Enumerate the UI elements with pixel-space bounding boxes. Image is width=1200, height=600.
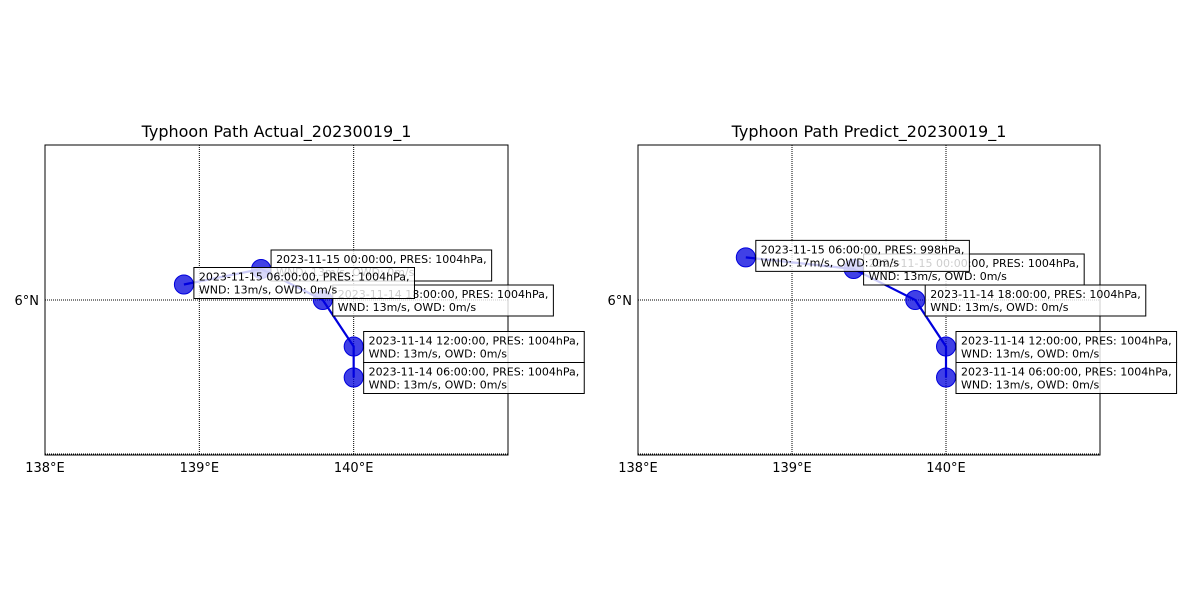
annotation-line-1: 2023-11-15 00:00:00, PRES: 1004hPa, bbox=[276, 253, 487, 266]
map-panel-actual: Typhoon Path Actual_20230019_1 138°E 139°E… bbox=[15, 122, 585, 476]
annotation-line-1: 2023-11-14 06:00:00, PRES: 1004hPa, bbox=[961, 366, 1172, 379]
latitude-tick-label: 6°N bbox=[15, 294, 40, 309]
longitude-tick-label: 138°E bbox=[25, 461, 65, 476]
track-point-marker[interactable] bbox=[936, 367, 956, 388]
annotation-line-2: WND: 13m/s, OWD: 0m/s bbox=[961, 379, 1100, 392]
annotation-line-2: WND: 13m/s, OWD: 0m/s bbox=[930, 301, 1069, 314]
annotation-line-2: WND: 13m/s, OWD: 0m/s bbox=[199, 284, 338, 297]
track-point-annotation: 2023-11-15 06:00:00, PRES: 1004hPa,WND: … bbox=[193, 267, 415, 299]
track-point-marker[interactable] bbox=[343, 336, 364, 357]
track-point-annotation: 2023-11-14 06:00:00, PRES: 1004hPa,WND: … bbox=[955, 362, 1178, 394]
annotation-line-2: WND: 13m/s, OWD: 0m/s bbox=[369, 348, 508, 361]
annotation-line-1: 2023-11-14 12:00:00, PRES: 1004hPa, bbox=[369, 335, 580, 348]
annotation-box bbox=[955, 331, 1178, 363]
annotation-line-2: WND: 13m/s, OWD: 0m/s bbox=[961, 348, 1100, 361]
track-point-annotation: 2023-11-14 18:00:00, PRES: 1004hPa,WND: … bbox=[924, 284, 1147, 317]
track-point-marker[interactable] bbox=[173, 274, 194, 295]
annotation-line-1: 2023-11-14 06:00:00, PRES: 1004hPa, bbox=[369, 366, 580, 379]
track-point-marker[interactable] bbox=[905, 290, 926, 310]
longitude-tick-label: 139°E bbox=[772, 461, 812, 476]
track-point-marker[interactable] bbox=[735, 247, 756, 268]
track-point-marker[interactable] bbox=[936, 336, 956, 357]
map-title: Typhoon Path Predict_20230019_1 bbox=[731, 122, 1007, 142]
longitude-tick-label: 139°E bbox=[180, 461, 220, 476]
longitude-tick-label: 140°E bbox=[334, 461, 374, 476]
annotation-line-1: 2023-11-15 06:00:00, PRES: 998hPa, bbox=[761, 243, 965, 256]
annotation-line-2: WND: 13m/s, OWD: 0m/s bbox=[369, 379, 508, 392]
map-panel-predict: Typhoon Path Predict_20230019_1 138°E 139°… bbox=[608, 122, 1178, 476]
longitude-tick-label: 140°E bbox=[926, 461, 966, 476]
track-point-annotation: 2023-11-15 06:00:00, PRES: 998hPa,WND: 1… bbox=[755, 239, 970, 272]
annotation-box bbox=[332, 284, 554, 317]
track-point-marker[interactable] bbox=[343, 367, 364, 388]
annotation-box bbox=[363, 331, 585, 363]
track-point-annotation: 2023-11-14 12:00:00, PRES: 1004hPa,WND: … bbox=[363, 331, 585, 363]
annotation-line-1: 2023-11-14 18:00:00, PRES: 1004hPa, bbox=[930, 288, 1141, 301]
track-point-annotation: 2023-11-14 06:00:00, PRES: 1004hPa,WND: … bbox=[363, 362, 585, 394]
annotation-line-1: 2023-11-15 06:00:00, PRES: 1004hPa, bbox=[199, 271, 410, 284]
annotation-box bbox=[193, 267, 415, 299]
annotation-line-2: WND: 17m/s, OWD: 0m/s bbox=[761, 256, 900, 269]
longitude-tick-label: 138°E bbox=[618, 461, 658, 476]
map-title: Typhoon Path Actual_20230019_1 bbox=[141, 122, 412, 142]
annotation-line-2: WND: 13m/s, OWD: 0m/s bbox=[338, 301, 477, 314]
track-point-annotation: 2023-11-14 12:00:00, PRES: 1004hPa,WND: … bbox=[955, 331, 1178, 363]
latitude-tick-label: 6°N bbox=[608, 294, 633, 309]
annotation-line-1: 2023-11-14 12:00:00, PRES: 1004hPa, bbox=[961, 335, 1172, 348]
annotation-box bbox=[755, 239, 970, 272]
annotation-line-2: WND: 13m/s, OWD: 0m/s bbox=[869, 270, 1008, 283]
annotation-box bbox=[924, 284, 1147, 317]
